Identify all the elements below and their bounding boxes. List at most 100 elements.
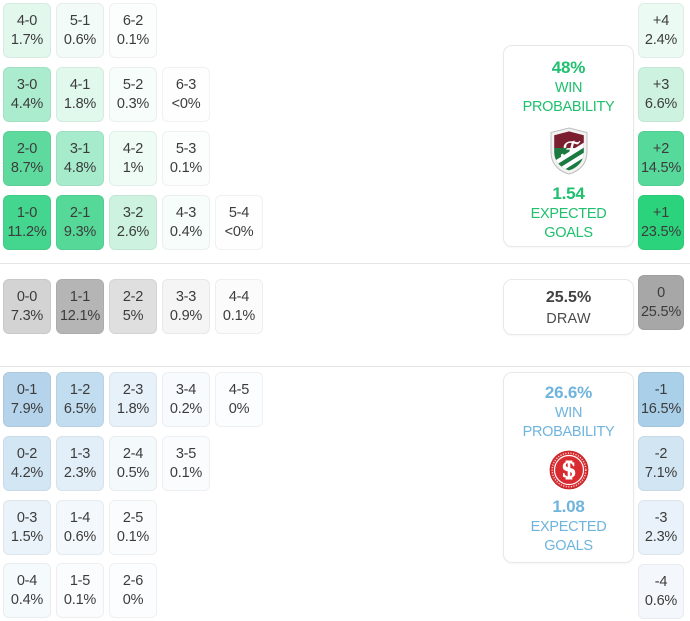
away-goal-diff-column: -1 16.5% -2 7.1% -3 2.3% -4 0.6% bbox=[638, 372, 684, 619]
draw-label: DRAW bbox=[546, 310, 591, 327]
score-label: 2-3 bbox=[122, 381, 144, 398]
probability-label: 0.1% bbox=[169, 464, 203, 481]
score-label: 0-0 bbox=[16, 288, 38, 305]
probability-label: 2.4% bbox=[644, 31, 678, 48]
away-win-probability-value: 26.6% bbox=[544, 383, 593, 402]
score-cell: 4-1 1.8% bbox=[56, 67, 104, 122]
score-label: 5-1 bbox=[69, 12, 91, 29]
score-label: 1-3 bbox=[69, 445, 91, 462]
home-score-row: 4-0 1.7% 5-1 0.6% 6-2 0.1% bbox=[3, 3, 157, 58]
score-label: 4-5 bbox=[228, 381, 250, 398]
probability-label: 8.7% bbox=[10, 159, 44, 176]
probability-label: 0% bbox=[228, 400, 250, 417]
probability-label: 0.6% bbox=[63, 31, 97, 48]
probability-label: 0.1% bbox=[222, 307, 256, 324]
probability-label: 7.3% bbox=[10, 307, 44, 324]
score-label: 0 bbox=[657, 284, 665, 301]
score-label: 5-2 bbox=[122, 76, 144, 93]
probability-label: 16.5% bbox=[640, 400, 682, 417]
probability-label: 0% bbox=[122, 591, 144, 608]
score-cell: 3-2 2.6% bbox=[109, 195, 157, 250]
score-label: 4-1 bbox=[69, 76, 91, 93]
probability-label: 2.3% bbox=[644, 528, 678, 545]
away-score-row: 0-2 4.2% 1-3 2.3% 2-4 0.5% 3-5 0.1% bbox=[3, 436, 210, 491]
score-label: 6-3 bbox=[175, 76, 197, 93]
score-cell: 2-0 8.7% bbox=[3, 131, 51, 186]
score-cell: 4-3 0.4% bbox=[162, 195, 210, 250]
draw-probability-value: 25.5% bbox=[545, 288, 592, 306]
goal-diff-cell: -1 16.5% bbox=[638, 372, 684, 427]
score-label: 1-2 bbox=[69, 381, 91, 398]
probability-label: 6.5% bbox=[63, 400, 97, 417]
score-label: 4-3 bbox=[175, 204, 197, 221]
away-expected-goals-value: 1.08 bbox=[552, 497, 585, 516]
score-label: 0-1 bbox=[16, 381, 38, 398]
probability-label: 23.5% bbox=[640, 223, 682, 240]
fluminense-crest-icon: ℱ bbox=[548, 127, 590, 175]
probability-label: 0.1% bbox=[116, 528, 150, 545]
home-win-label-line2: PROBABILITY bbox=[522, 99, 615, 115]
score-label: 2-6 bbox=[122, 572, 144, 589]
section-divider bbox=[0, 366, 690, 367]
goal-diff-cell: +4 2.4% bbox=[638, 3, 684, 58]
probability-label: 1.8% bbox=[116, 400, 150, 417]
score-label: +4 bbox=[652, 12, 670, 29]
probability-label: 0.6% bbox=[63, 528, 97, 545]
score-cell: 1-2 6.5% bbox=[56, 372, 104, 427]
score-cell: 2-1 9.3% bbox=[56, 195, 104, 250]
away-win-label-line1: WIN bbox=[554, 405, 583, 421]
score-label: 6-2 bbox=[122, 12, 144, 29]
home-expected-goals-value: 1.54 bbox=[552, 184, 585, 203]
score-cell: 2-6 0% bbox=[109, 563, 157, 618]
score-cell: 0-0 7.3% bbox=[3, 279, 51, 334]
home-goal-diff-column: +4 2.4% +3 6.6% +2 14.5% +1 23.5% bbox=[638, 3, 684, 250]
score-label: -1 bbox=[654, 381, 668, 398]
probability-label: 5% bbox=[122, 307, 144, 324]
score-cell: 4-2 1% bbox=[109, 131, 157, 186]
home-eg-label-line1: EXPECTED bbox=[530, 206, 607, 222]
away-win-panel: 26.6% WIN PROBABILITY S 1.08 EXPECTED GO… bbox=[503, 372, 634, 563]
probability-label: 9.3% bbox=[63, 223, 97, 240]
score-label: 4-4 bbox=[228, 288, 250, 305]
probability-label: 7.1% bbox=[644, 464, 678, 481]
probability-label: 12.1% bbox=[59, 307, 101, 324]
home-win-panel: 48% WIN PROBABILITY ℱ 1.54 bbox=[503, 45, 634, 247]
score-cell: 2-4 0.5% bbox=[109, 436, 157, 491]
score-cell: 0-4 0.4% bbox=[3, 563, 51, 618]
score-label: 2-2 bbox=[122, 288, 144, 305]
away-score-row: 0-3 1.5% 1-4 0.6% 2-5 0.1% bbox=[3, 500, 157, 555]
score-cell: 0-1 7.9% bbox=[3, 372, 51, 427]
away-eg-label-line1: EXPECTED bbox=[530, 519, 607, 535]
score-cell: 6-2 0.1% bbox=[109, 3, 157, 58]
score-cell: 2-3 1.8% bbox=[109, 372, 157, 427]
score-label: -3 bbox=[654, 509, 668, 526]
home-eg-label-line2: GOALS bbox=[544, 225, 593, 241]
score-cell: 3-3 0.9% bbox=[162, 279, 210, 334]
score-label: 2-0 bbox=[16, 140, 38, 157]
score-label: 1-5 bbox=[69, 572, 91, 589]
score-cell: 4-0 1.7% bbox=[3, 3, 51, 58]
away-score-row: 0-4 0.4% 1-5 0.1% 2-6 0% bbox=[3, 563, 157, 618]
draw-goal-diff-slot: 0 25.5% bbox=[638, 275, 684, 330]
home-score-row: 3-0 4.4% 4-1 1.8% 5-2 0.3% 6-3 <0% bbox=[3, 67, 210, 122]
home-score-row: 2-0 8.7% 3-1 4.8% 4-2 1% 5-3 0.1% bbox=[3, 131, 210, 186]
score-label: 4-2 bbox=[122, 140, 144, 157]
score-label: -4 bbox=[654, 573, 668, 590]
probability-label: 6.6% bbox=[644, 95, 678, 112]
score-cell: 1-3 2.3% bbox=[56, 436, 104, 491]
score-cell: 5-3 0.1% bbox=[162, 131, 210, 186]
score-cell: 4-4 0.1% bbox=[215, 279, 263, 334]
score-cell: 1-0 11.2% bbox=[3, 195, 51, 250]
away-eg-label-line2: GOALS bbox=[544, 538, 593, 554]
score-label: +2 bbox=[652, 140, 670, 157]
probability-label: 0.2% bbox=[169, 400, 203, 417]
score-label: +1 bbox=[652, 204, 670, 221]
score-cell: 3-5 0.1% bbox=[162, 436, 210, 491]
probability-label: 11.2% bbox=[7, 223, 47, 240]
probability-label: 25.5% bbox=[640, 303, 682, 320]
score-cell: 3-4 0.2% bbox=[162, 372, 210, 427]
probability-label: 4.8% bbox=[63, 159, 97, 176]
score-label: 1-1 bbox=[69, 288, 91, 305]
score-cell: 1-1 12.1% bbox=[56, 279, 104, 334]
